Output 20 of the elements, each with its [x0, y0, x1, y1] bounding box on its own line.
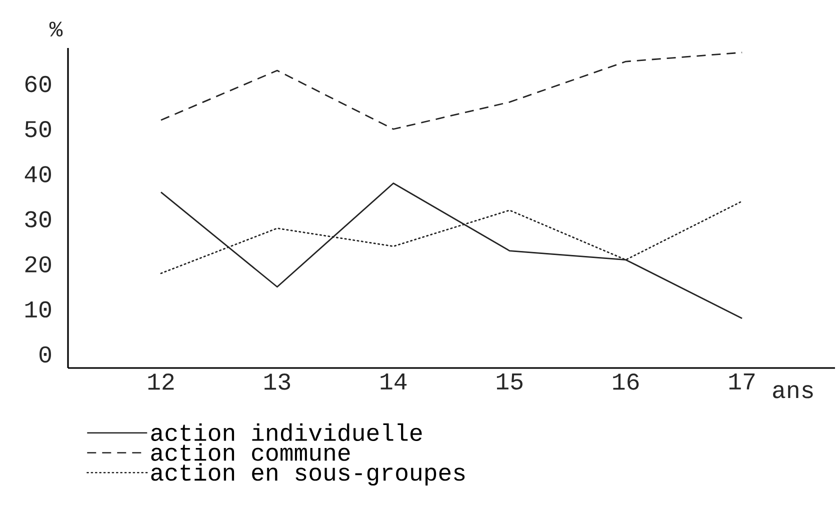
y-tick-label: 0 — [40, 346, 51, 363]
x-tick-label: 17 — [729, 374, 755, 390]
x-tick-label: 14 — [380, 374, 407, 390]
y-tick-label: 20 — [25, 256, 51, 272]
x-tick-label: 13 — [264, 374, 290, 390]
legend-label: action commune — [151, 443, 350, 461]
line-series — [160, 182, 743, 320]
y-tick-label: 30 — [25, 211, 51, 228]
x-axis-title: ans — [773, 385, 813, 398]
legend-label: action individuelle — [151, 423, 422, 442]
legend-label: action en sous-groupes — [151, 463, 465, 486]
y-tick-label: 50 — [25, 120, 51, 138]
x-tick-label: 12 — [148, 374, 174, 390]
y-tick-label: 60 — [25, 76, 51, 92]
y-tick-label: 40 — [24, 166, 51, 182]
y-tick-label: 10 — [25, 301, 51, 318]
x-tick-label: 15 — [496, 374, 522, 390]
line-series — [160, 52, 743, 130]
y-axis-title: % — [49, 22, 63, 36]
x-tick-label: 16 — [613, 374, 639, 390]
